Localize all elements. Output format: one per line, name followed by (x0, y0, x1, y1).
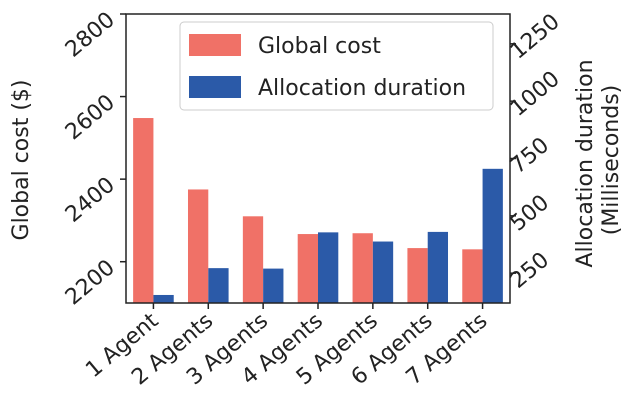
left-tick-label-2800: 2800 (61, 7, 120, 62)
legend-label-global-cost: Global cost (258, 34, 381, 59)
right-tick-label-750: 750 (506, 133, 554, 179)
left-tick-label-2400: 2400 (61, 173, 120, 228)
bar-global-cost-5-agents (352, 233, 373, 303)
bars-layer (133, 118, 503, 303)
left-axis-title: Global cost ($) (9, 80, 34, 241)
right-tick-label-1000: 1000 (506, 67, 565, 122)
bar-global-cost-7-agents (462, 249, 483, 303)
bar-global-cost-1-agent (133, 118, 154, 303)
right-tick-label-250: 250 (506, 248, 554, 294)
right-axis-title: Allocation duration (Milliseconds) (573, 52, 624, 267)
legend: Global cost Allocation duration (179, 21, 494, 111)
legend-swatch-global-cost (189, 34, 241, 56)
legend-label-allocation-duration: Allocation duration (258, 76, 466, 101)
left-tick-label-2200: 2200 (61, 255, 120, 310)
right-axis-title-line-2: (Milliseconds) (599, 85, 624, 236)
bar-allocation-duration-5-agents (372, 241, 394, 303)
bar-allocation-duration-4-agents (318, 232, 339, 303)
bar-allocation-duration-3-agents (263, 268, 284, 303)
bar-allocation-duration-6-agents (427, 231, 449, 303)
right-tick-label-1250: 1250 (506, 9, 565, 64)
bar-allocation-duration-7-agents (482, 168, 503, 303)
left-axis-ticks: 2200 2400 2600 2800 (61, 7, 126, 310)
bar-global-cost-4-agents (297, 234, 318, 303)
legend-swatch-allocation-duration (189, 76, 241, 98)
legend-frame (179, 21, 494, 111)
left-tick-label-2600: 2600 (61, 90, 120, 145)
bar-allocation-duration-2-agents (208, 268, 229, 303)
bar-global-cost-2-agents (187, 189, 209, 303)
bar-global-cost-3-agents (242, 216, 264, 303)
bar-allocation-duration-1-agent (153, 294, 174, 303)
right-axis-title-line-1: Allocation duration (573, 59, 598, 267)
bar-global-cost-6-agents (407, 248, 428, 303)
right-tick-label-500: 500 (506, 190, 554, 236)
